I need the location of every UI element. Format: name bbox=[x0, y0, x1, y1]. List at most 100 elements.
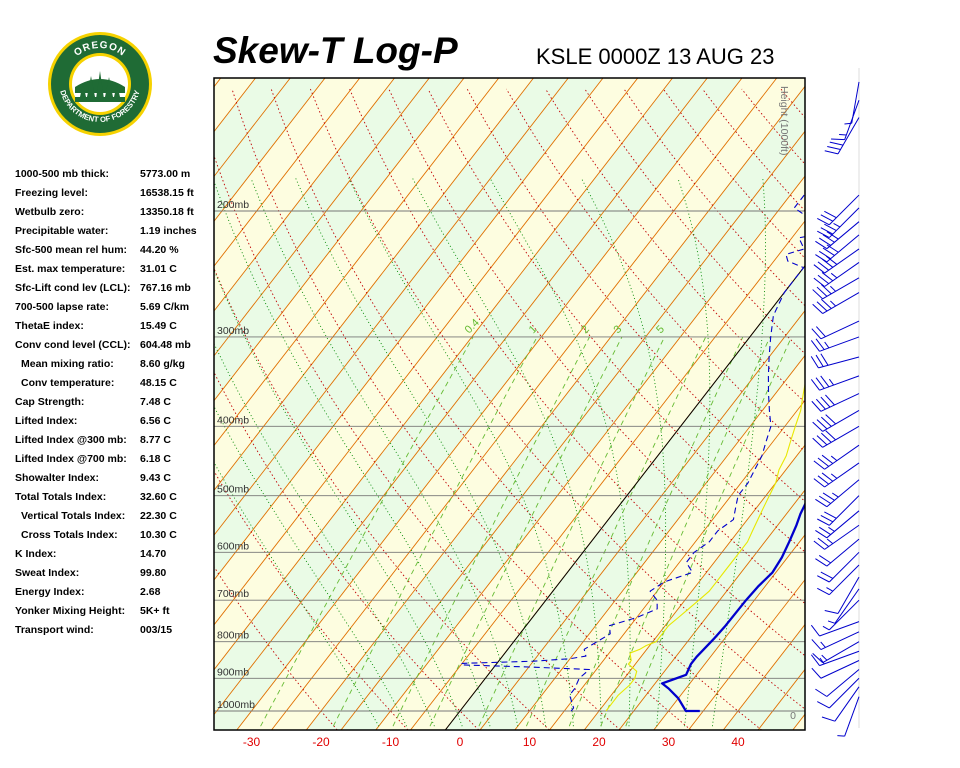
wind-barb bbox=[813, 462, 860, 488]
index-value: 5773.00 m bbox=[140, 168, 191, 180]
wind-barb-half-feather bbox=[828, 526, 835, 532]
wind-barb-feather bbox=[818, 526, 831, 536]
wind-barb-half-feather bbox=[830, 272, 838, 279]
wind-barb-feather bbox=[817, 475, 829, 485]
wind-barb bbox=[827, 588, 860, 624]
height-tick-label: 15 bbox=[784, 0, 796, 3]
isotherm-line bbox=[214, 78, 569, 536]
index-value: 9.43 C bbox=[140, 472, 171, 484]
wind-barb-staff bbox=[818, 356, 860, 369]
wind-barb-half-feather bbox=[828, 378, 835, 386]
index-label: Est. max temperature: bbox=[15, 263, 126, 275]
wind-barb-half-feather bbox=[837, 735, 845, 737]
wind-barb-feather bbox=[824, 210, 837, 219]
wind-barb bbox=[812, 425, 860, 448]
chart-title: Skew-T Log-P bbox=[213, 30, 458, 71]
index-value: 767.16 mb bbox=[140, 282, 191, 294]
wind-barb-feather bbox=[820, 416, 832, 427]
dry-adiabat bbox=[270, 88, 762, 730]
wind-barb-feather bbox=[810, 379, 820, 391]
wind-barb-feather bbox=[822, 492, 835, 501]
wind-barb-staff bbox=[819, 375, 860, 391]
dry-adiabat bbox=[899, 89, 960, 730]
isotherm-line bbox=[214, 78, 430, 357]
index-value: 6.18 C bbox=[140, 453, 171, 465]
isobar-label: 200mb bbox=[217, 199, 249, 211]
wind-barb-half-feather bbox=[830, 473, 838, 479]
wind-barb-feather bbox=[825, 394, 835, 406]
mixing-ratio-line bbox=[525, 336, 707, 727]
index-value: 6.56 C bbox=[140, 415, 171, 427]
wind-barb-feather bbox=[825, 430, 836, 441]
height-tick-label: 0 bbox=[790, 710, 796, 722]
dry-adiabat bbox=[584, 88, 805, 355]
index-label: Conv cond level (CCL): bbox=[15, 339, 131, 351]
index-label: Sweat Index: bbox=[15, 567, 80, 579]
height-tick-label: 50 bbox=[784, 0, 796, 3]
isotherm-line bbox=[0, 78, 186, 730]
plot-area: 0.4 1 2 3 51000mb900mb800mb700mb600mb500mb40… bbox=[0, 0, 960, 730]
wind-barb-feather bbox=[820, 432, 832, 443]
index-value: 7.48 C bbox=[140, 396, 171, 408]
mixing-ratio-line bbox=[260, 336, 474, 727]
wind-barb-feather bbox=[815, 254, 828, 263]
temperature-profile-line bbox=[660, 501, 805, 713]
dry-adiabat bbox=[780, 88, 805, 119]
isotherm-line bbox=[653, 534, 805, 730]
moist-adiabat bbox=[711, 178, 766, 727]
moist-adiabat bbox=[348, 178, 574, 727]
wind-barb-feather bbox=[816, 419, 828, 430]
index-value: 8.77 C bbox=[140, 434, 171, 446]
wind-barb-staff bbox=[826, 221, 860, 250]
isotherm-line bbox=[214, 78, 500, 447]
wind-barb-staff bbox=[837, 117, 860, 155]
index-label: Wetbulb zero: bbox=[15, 206, 85, 218]
index-value: 10.30 C bbox=[140, 529, 177, 541]
dry-adiabat bbox=[466, 88, 805, 503]
wind-barb-half-feather bbox=[819, 657, 825, 665]
wind-barb-staff bbox=[828, 495, 860, 526]
wind-barb-feather bbox=[810, 654, 820, 666]
wind-barb-staff bbox=[828, 599, 860, 631]
oregon-forestry-seal: OREGON DEPARTMENT OF FORESTRY bbox=[48, 32, 152, 136]
wind-barb-feather bbox=[817, 701, 830, 709]
wind-barb-feather bbox=[815, 326, 826, 338]
wind-barb-staff bbox=[820, 393, 860, 412]
wind-barb-feather bbox=[812, 303, 823, 314]
wind-barb-staff bbox=[834, 588, 860, 624]
wind-barb-feather bbox=[829, 141, 844, 146]
index-value: 604.48 mb bbox=[140, 339, 191, 351]
dry-adiabat bbox=[349, 88, 805, 657]
wind-barb bbox=[817, 564, 860, 596]
wind-barb-half-feather bbox=[826, 538, 834, 545]
mixing-ratio-line bbox=[600, 336, 771, 727]
isotherm-line bbox=[828, 78, 960, 730]
wind-barb-feather bbox=[811, 639, 822, 650]
isotherm-line bbox=[618, 489, 805, 730]
dry-adiabat bbox=[309, 88, 805, 710]
wind-barb bbox=[812, 409, 860, 432]
isobar-label: 300mb bbox=[217, 325, 249, 337]
wind-barb-feather bbox=[813, 460, 825, 470]
wind-barb-feather bbox=[817, 217, 830, 226]
height-tick-label: 20 bbox=[784, 0, 796, 3]
wind-barb bbox=[812, 277, 860, 300]
wind-barb bbox=[810, 650, 860, 667]
isotherm-line bbox=[214, 78, 395, 312]
isobar-label: 1000mb bbox=[217, 699, 255, 711]
isobar-label: 500mb bbox=[217, 484, 249, 496]
wind-barb-feather bbox=[826, 231, 839, 240]
wind-barb-feather bbox=[820, 515, 834, 523]
oregon-forestry-logo: OREGON DEPARTMENT OF FORESTRY bbox=[47, 31, 153, 137]
wind-barb-staff bbox=[828, 194, 860, 226]
wind-barb bbox=[813, 262, 860, 287]
isotherm-line bbox=[214, 78, 361, 267]
wind-barb-half-feather bbox=[821, 654, 828, 661]
index-label: Mean mixing ratio: bbox=[21, 358, 114, 370]
isobar-label: 400mb bbox=[217, 414, 249, 426]
wind-barb-feather bbox=[824, 150, 839, 155]
isotherm-line bbox=[214, 78, 708, 716]
moist-adiabat bbox=[214, 269, 463, 727]
moist-adiabat bbox=[214, 180, 491, 727]
